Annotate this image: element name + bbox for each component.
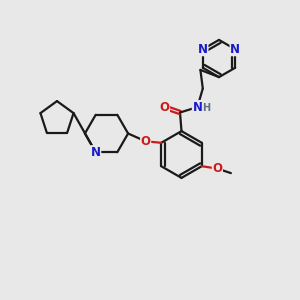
Text: N: N <box>192 100 203 114</box>
Text: N: N <box>230 43 240 56</box>
Text: O: O <box>212 162 222 175</box>
Text: N: N <box>91 146 101 159</box>
Text: O: O <box>159 100 170 114</box>
Text: H: H <box>202 103 211 113</box>
Text: O: O <box>141 135 151 148</box>
Text: N: N <box>198 43 208 56</box>
